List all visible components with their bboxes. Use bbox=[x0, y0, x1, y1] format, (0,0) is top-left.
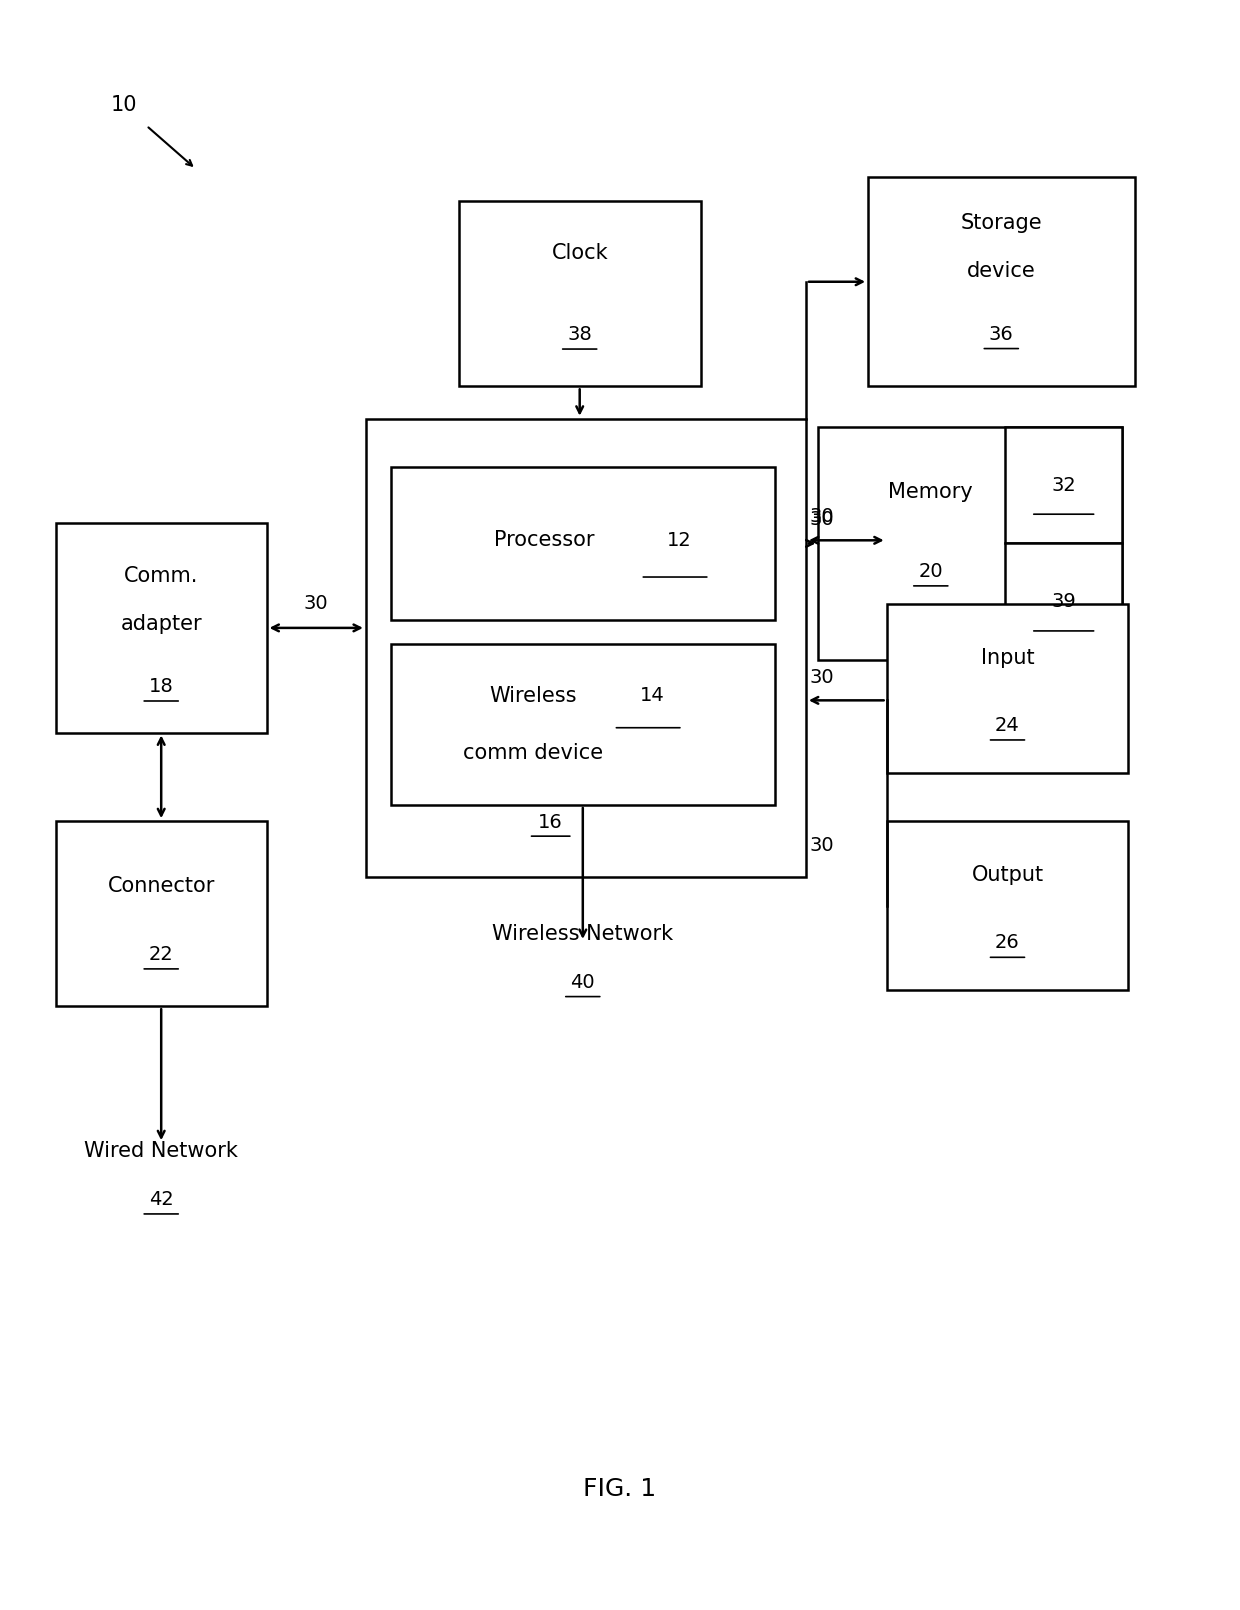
Text: Storage: Storage bbox=[961, 213, 1042, 233]
Text: 16: 16 bbox=[538, 813, 563, 832]
Text: 30: 30 bbox=[810, 510, 835, 528]
Text: Processor: Processor bbox=[494, 530, 595, 551]
Text: 39: 39 bbox=[1052, 592, 1076, 612]
Text: 30: 30 bbox=[810, 507, 835, 526]
Text: Output: Output bbox=[971, 865, 1044, 886]
Text: 24: 24 bbox=[996, 716, 1019, 736]
Bar bbox=[887, 821, 1128, 990]
Text: Connector: Connector bbox=[108, 876, 215, 895]
Text: 40: 40 bbox=[570, 972, 595, 992]
Text: 14: 14 bbox=[640, 686, 665, 705]
Bar bbox=[56, 523, 267, 733]
Text: Wired Network: Wired Network bbox=[84, 1141, 238, 1161]
Text: Memory: Memory bbox=[888, 481, 973, 502]
Text: adapter: adapter bbox=[120, 613, 202, 634]
Text: 26: 26 bbox=[996, 934, 1019, 953]
Bar bbox=[391, 644, 775, 805]
Text: 30: 30 bbox=[810, 836, 835, 855]
Text: 30: 30 bbox=[304, 594, 329, 613]
Text: 10: 10 bbox=[110, 95, 138, 114]
Text: Input: Input bbox=[981, 647, 1034, 668]
Text: Wireless: Wireless bbox=[489, 686, 577, 705]
Text: 32: 32 bbox=[1052, 475, 1076, 494]
Bar bbox=[56, 821, 267, 1006]
Text: 18: 18 bbox=[149, 676, 174, 696]
Bar bbox=[459, 201, 701, 386]
Text: 12: 12 bbox=[667, 531, 691, 551]
Bar bbox=[391, 467, 775, 620]
Text: FIG. 1: FIG. 1 bbox=[584, 1478, 656, 1501]
Bar bbox=[366, 419, 806, 877]
Text: Wireless Network: Wireless Network bbox=[492, 924, 673, 943]
Text: Comm.: Comm. bbox=[124, 565, 198, 586]
Text: 38: 38 bbox=[568, 325, 591, 345]
Bar bbox=[1006, 543, 1122, 660]
Bar bbox=[1006, 427, 1122, 543]
Text: 36: 36 bbox=[990, 325, 1013, 343]
Text: 42: 42 bbox=[149, 1190, 174, 1209]
Text: comm device: comm device bbox=[463, 744, 603, 763]
Bar bbox=[868, 177, 1135, 386]
Text: 20: 20 bbox=[919, 562, 944, 581]
Text: 22: 22 bbox=[149, 945, 174, 964]
Bar bbox=[818, 427, 1122, 660]
Text: 30: 30 bbox=[810, 668, 835, 687]
Text: Clock: Clock bbox=[552, 243, 608, 262]
Text: device: device bbox=[967, 261, 1035, 282]
Bar bbox=[887, 604, 1128, 773]
